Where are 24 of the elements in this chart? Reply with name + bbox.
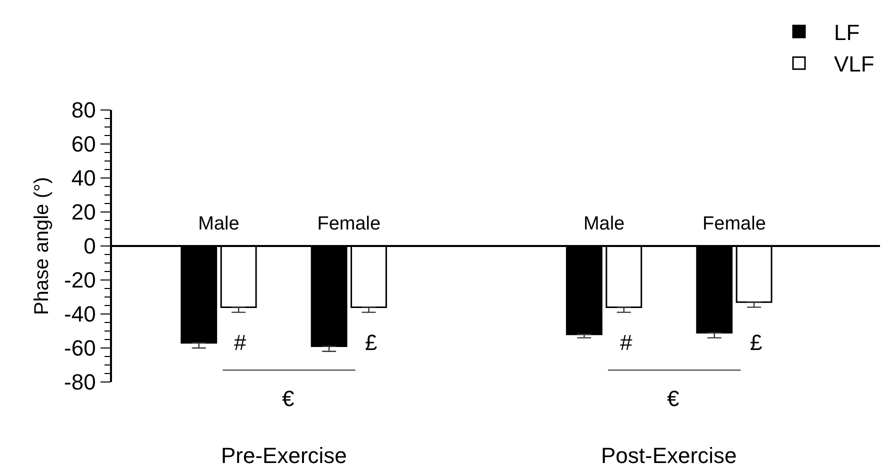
y-tick-label: 80 bbox=[71, 98, 96, 123]
x-tick-label: Female bbox=[702, 214, 766, 235]
annotation: # bbox=[620, 330, 633, 355]
y-tick-label: -20 bbox=[64, 268, 96, 293]
y-tick-label: 0 bbox=[84, 234, 96, 259]
text: Post-Exercise bbox=[601, 443, 737, 468]
y-tick-label: -40 bbox=[64, 302, 96, 327]
text: Pre-Exercise bbox=[221, 443, 347, 468]
annotation: # bbox=[234, 330, 247, 355]
x-tick-label: Male bbox=[583, 214, 625, 235]
legend-label: LF bbox=[834, 20, 860, 46]
annotation: £ bbox=[750, 330, 762, 355]
y-tick-label: 40 bbox=[71, 166, 96, 191]
legend-label: VLF bbox=[834, 52, 874, 77]
annotation: £ bbox=[365, 330, 378, 355]
text: € bbox=[667, 386, 680, 411]
text: € bbox=[282, 386, 294, 411]
y-tick-label: 60 bbox=[71, 132, 96, 157]
x-tick-label: Male bbox=[198, 214, 240, 235]
y-axis-title: Phase angle (°) bbox=[31, 176, 54, 316]
x-tick-label: Female bbox=[317, 214, 381, 235]
y-tick-label: -60 bbox=[64, 336, 96, 361]
y-tick-label: -80 bbox=[64, 370, 96, 395]
y-tick-label: 20 bbox=[71, 200, 96, 225]
